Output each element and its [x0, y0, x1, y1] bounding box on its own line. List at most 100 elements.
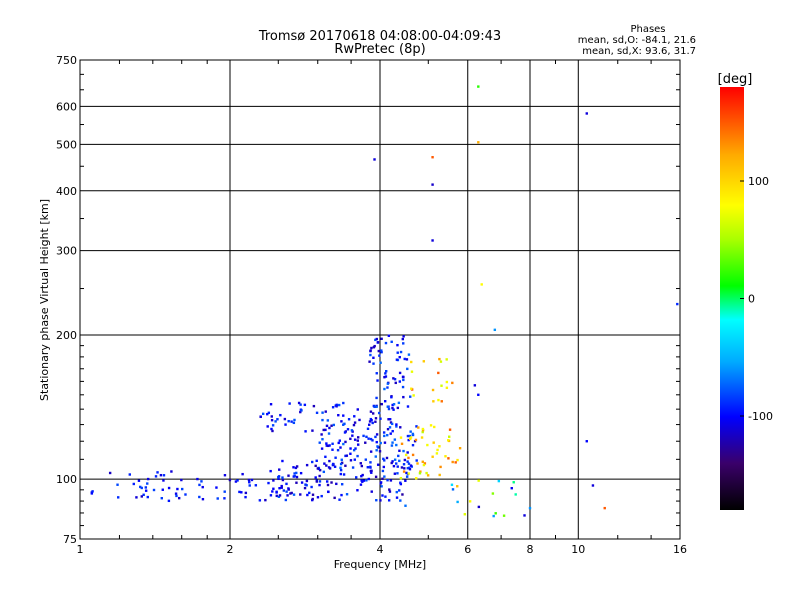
x-tick-label: 2 [227, 543, 234, 556]
data-point [431, 183, 434, 186]
data-point [287, 474, 290, 477]
data-point [426, 474, 430, 477]
data-point [154, 475, 158, 478]
data-point [439, 465, 442, 469]
data-point [371, 412, 375, 415]
data-point [284, 423, 287, 426]
data-point [497, 479, 501, 483]
data-point [370, 346, 373, 350]
data-point [398, 380, 402, 383]
data-point [374, 475, 378, 479]
data-point [152, 488, 156, 492]
data-point [387, 407, 391, 411]
data-point [416, 462, 419, 465]
data-point [366, 466, 370, 469]
data-point [391, 406, 394, 410]
data-point [228, 478, 232, 482]
data-point [271, 424, 275, 427]
plot-frame [79, 59, 681, 540]
data-point [375, 396, 378, 400]
data-point [278, 494, 282, 497]
data-point [356, 439, 360, 442]
data-point [280, 486, 283, 489]
data-point [365, 435, 368, 439]
data-point [299, 403, 302, 406]
data-point [454, 461, 457, 464]
y-tick-label: 100 [56, 473, 77, 486]
data-point [367, 477, 371, 481]
data-point [407, 456, 410, 460]
data-point [248, 481, 251, 484]
data-point [234, 480, 238, 483]
data-point [248, 484, 251, 487]
data-point [281, 478, 285, 482]
data-point [387, 418, 390, 421]
data-point [417, 426, 420, 429]
data-point [305, 463, 309, 467]
data-point [314, 464, 317, 468]
data-point [398, 489, 401, 492]
data-point [411, 443, 415, 447]
data-point [300, 409, 303, 412]
data-point [399, 499, 402, 502]
phase-info-o: mean, sd,O: -84.1, 21.6 [578, 35, 696, 46]
data-point [338, 439, 342, 442]
data-point [323, 462, 326, 465]
y-tick-label: 750 [56, 54, 77, 67]
data-point [375, 440, 378, 444]
data-point [386, 427, 390, 431]
data-point [324, 428, 327, 432]
data-point [295, 475, 299, 479]
data-point [349, 452, 352, 455]
data-point [391, 429, 394, 433]
data-point [438, 357, 441, 361]
data-point [331, 406, 335, 409]
data-point [236, 479, 239, 482]
data-point [435, 452, 439, 455]
data-point [324, 455, 327, 459]
data-point [325, 464, 328, 467]
data-point [320, 433, 323, 436]
x-tick-label: 10 [571, 543, 585, 556]
data-point [437, 371, 440, 375]
data-point [254, 484, 258, 487]
x-axis-label: Frequency [MHz] [334, 558, 426, 571]
data-point [456, 485, 459, 488]
data-point [463, 513, 467, 516]
data-point [386, 479, 389, 482]
data-point [444, 455, 447, 458]
grid-lines [80, 60, 680, 539]
data-point [382, 431, 386, 434]
data-point [477, 479, 480, 482]
data-point [328, 459, 331, 463]
data-point [404, 504, 407, 507]
data-point [128, 473, 131, 476]
data-point [293, 475, 296, 478]
data-point [458, 447, 462, 450]
data-point [318, 468, 322, 472]
data-point [374, 420, 377, 423]
data-point [223, 474, 227, 477]
data-point [264, 498, 267, 502]
data-point [591, 484, 595, 487]
data-point [241, 472, 244, 476]
data-point [343, 422, 346, 426]
data-point [333, 465, 337, 468]
x-tick-label: 1 [77, 543, 84, 556]
data-point [295, 481, 298, 484]
data-point [406, 405, 410, 408]
data-point [362, 479, 366, 482]
data-point [391, 403, 394, 407]
data-point [318, 483, 321, 487]
data-point [502, 514, 506, 517]
data-point [375, 405, 378, 408]
data-point [450, 483, 454, 486]
data-point [378, 354, 381, 357]
colorbar-tick-label: -100 [748, 410, 773, 423]
data-point [339, 462, 343, 466]
data-point [410, 370, 414, 373]
data-point [402, 470, 406, 473]
data-point [340, 458, 343, 461]
chart-title-line1: Tromsø 20170618 04:08:00-04:09:43 [258, 29, 501, 44]
y-tick-label: 400 [56, 185, 77, 198]
